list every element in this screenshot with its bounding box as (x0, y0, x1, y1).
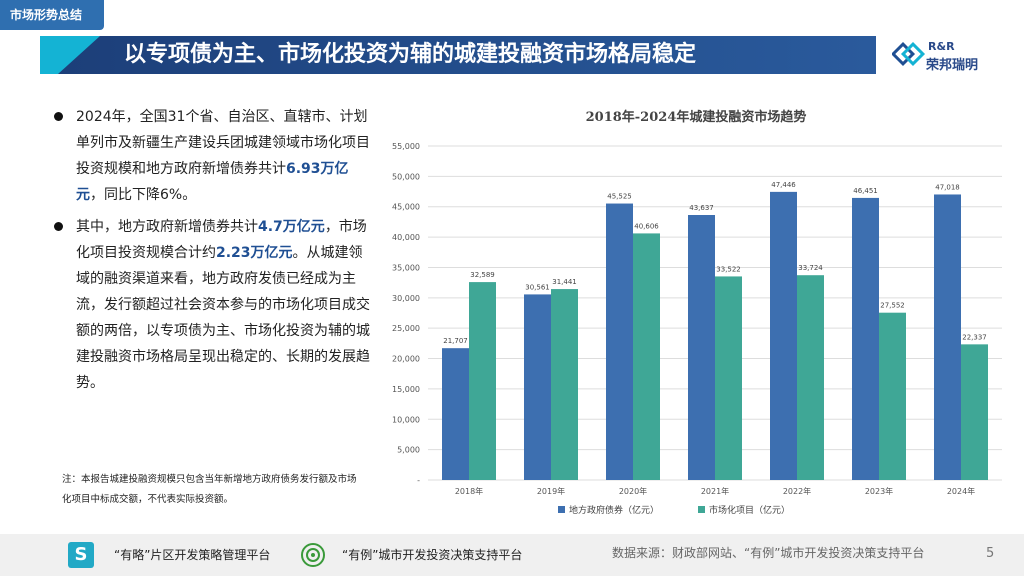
section-tag: 市场形势总结 (0, 0, 104, 30)
footnote: 注：本报告城建投融资规模只包含当年新增地方政府债务发行额及市场化项目中标成交额，… (62, 474, 357, 505)
page-number: 5 (986, 546, 995, 561)
data-label: 40,606 (634, 222, 659, 230)
bar-chart: 2018年-2024年城建投融资市场趋势 - 5,000 10,000 15,000 2… (376, 98, 1016, 530)
data-label: 46,451 (853, 187, 878, 195)
brand-logo: R&R 荣邦瑞明 (890, 38, 1022, 73)
legend-swatch (698, 506, 705, 513)
y-tick-label: 55,000 (392, 142, 420, 151)
y-tick-label: 40,000 (392, 233, 420, 242)
data-label: 45,525 (607, 193, 632, 201)
y-tick-label: 20,000 (392, 355, 420, 364)
bar (934, 194, 961, 480)
bullet-item: 2024年，全国31个省、自治区、直辖市、计划单列市及新疆生产建设兵团城建领域市… (50, 104, 370, 208)
y-tick-label: 5,000 (397, 446, 420, 455)
chart-canvas: - 5,000 10,000 15,000 20,000 25,000 30,000 35,0… (392, 142, 1002, 516)
bar (442, 348, 469, 480)
x-tick-label: 2018年 (455, 486, 483, 496)
x-tick-label: 2021年 (701, 486, 729, 496)
data-label: 47,446 (771, 181, 796, 189)
y-tick-label: 35,000 (392, 263, 420, 272)
bullet-list: 2024年，全国31个省、自治区、直辖市、计划单列市及新疆生产建设兵团城建领域市… (50, 104, 370, 402)
title-bar (40, 36, 876, 74)
bar (469, 282, 496, 480)
y-tick-label: 15,000 (392, 385, 420, 394)
bar (551, 289, 578, 480)
data-label: 33,522 (716, 265, 741, 273)
y-tick-label: 30,000 (392, 294, 420, 303)
bar (852, 197, 879, 480)
bullet-text: 。从城建领域的融资渠道来看，地方政府发债已经成为主流，发行额超过社会资本参与的市… (76, 245, 370, 391)
x-tick-label: 2022年 (783, 486, 811, 496)
bar (688, 215, 715, 480)
data-label: 27,552 (880, 302, 905, 310)
youlue-logo-icon: S (68, 542, 94, 568)
bullet-text: ，同比下降6%。 (90, 187, 197, 203)
y-tick-label: - (417, 476, 420, 485)
bullet-text: ，市场化项目投资规模合计约 (76, 219, 367, 261)
bar (524, 294, 551, 480)
bullet-item: 其中，地方政府新增债券共计4.7万亿元，市场化项目投资规模合计约2.23万亿元。… (50, 214, 370, 396)
bullet-text: 其中，地方政府新增债券共计 (76, 219, 258, 235)
legend-label: 市场化项目（亿元） (709, 504, 790, 516)
y-tick-label: 10,000 (392, 415, 420, 424)
platform1-label: “有略”片区开发策略管理平台 (114, 548, 271, 562)
logo-en: R&R (928, 40, 955, 53)
bullet-text: 2024年，全国31个省、自治区、直辖市、计划单列市及新疆生产建设兵团城建领域市… (76, 109, 370, 177)
y-tick-label: 50,000 (392, 172, 420, 181)
footer: S “有略”片区开发策略管理平台 “有例”城市开发投资决策支持平台 数据来源：财… (0, 534, 1024, 576)
bar (961, 344, 988, 480)
data-label: 47,018 (935, 183, 960, 191)
y-tick-label: 25,000 (392, 324, 420, 333)
bar (770, 191, 797, 480)
platform2-label: “有例”城市开发投资决策支持平台 (342, 548, 523, 562)
logo-mark-icon (890, 41, 926, 67)
data-source: 数据来源：财政部网站、“有例”城市开发投资决策支持平台 (612, 546, 925, 560)
data-label: 21,707 (443, 337, 468, 345)
data-label: 33,724 (798, 264, 823, 272)
x-tick-label: 2020年 (619, 486, 647, 496)
data-label: 30,561 (525, 283, 550, 291)
bullet-dot-icon (54, 112, 63, 121)
bar (879, 312, 906, 480)
page-title: 以专项债为主、市场化投资为辅的城建投融资市场格局稳定 (124, 42, 697, 67)
data-label: 31,441 (552, 278, 577, 286)
bar (606, 203, 633, 480)
data-label: 32,589 (470, 271, 495, 279)
data-label: 43,637 (689, 204, 714, 212)
y-tick-label: 45,000 (392, 203, 420, 212)
legend-swatch (558, 506, 565, 513)
logo-cn: 荣邦瑞明 (926, 58, 979, 73)
youli-logo-icon (301, 543, 325, 567)
x-tick-label: 2024年 (947, 486, 975, 496)
x-tick-label: 2019年 (537, 486, 565, 496)
highlight-value: 4.7万亿元 (258, 219, 325, 235)
bar (633, 233, 660, 480)
bar (797, 275, 824, 480)
highlight-value: 6.93万亿元 (76, 161, 349, 203)
bar (715, 276, 742, 480)
legend-label: 地方政府债券（亿元） (569, 504, 659, 516)
highlight-value: 2.23万亿元 (216, 245, 293, 261)
x-tick-label: 2023年 (865, 486, 893, 496)
chart-title: 2018年-2024年城建投融资市场趋势 (585, 110, 807, 125)
data-label: 22,337 (962, 333, 987, 341)
bullet-dot-icon (54, 222, 63, 231)
